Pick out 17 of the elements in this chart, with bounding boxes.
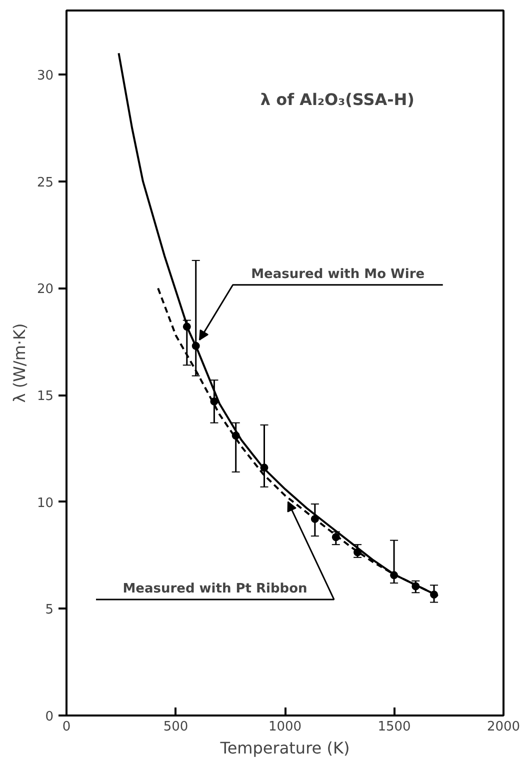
y-tick-label: 25 [36, 175, 54, 190]
x-tick-label: 2000 [486, 720, 520, 734]
y-tick-label: 10 [36, 496, 54, 511]
y-axis-title: λ (W/m·K) [10, 323, 29, 403]
x-tick-label: 1000 [268, 720, 302, 734]
x-tick-label: 0 [62, 720, 71, 734]
x-tick-label: 1500 [378, 720, 411, 734]
y-tick-label: 5 [45, 602, 54, 618]
y-tick-label: 20 [36, 282, 54, 298]
annotation: Measured with Mo Wire [251, 266, 425, 282]
annotation: Measured with Pt Ribbon [122, 581, 308, 596]
text: λ of Al₂O₃(SSA-H) [260, 90, 414, 110]
x-axis-title: Temperature (K) [219, 738, 350, 758]
y-tick-label: 15 [36, 389, 54, 404]
y-tick-label: 30 [36, 68, 54, 84]
x-tick-label: 500 [163, 720, 188, 734]
y-tick-label: 0 [45, 710, 54, 724]
